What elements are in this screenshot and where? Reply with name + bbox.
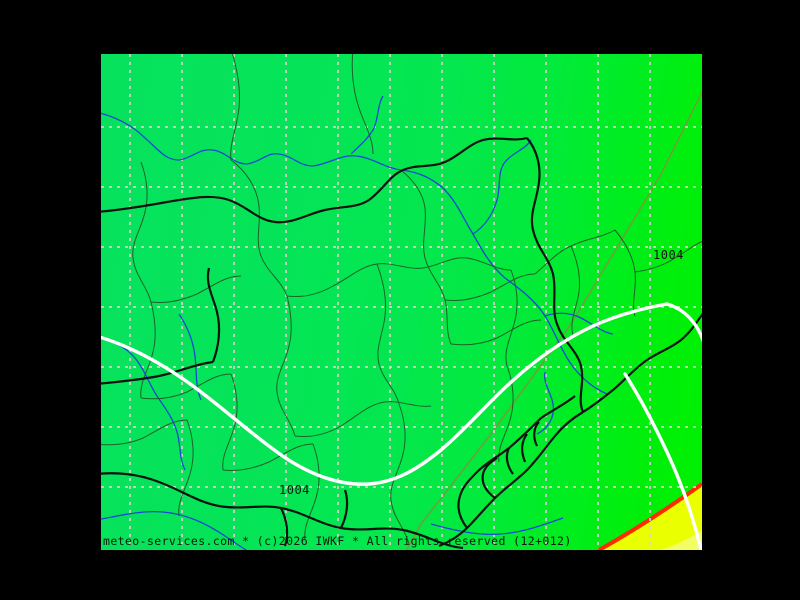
country-border-layer: [101, 136, 702, 550]
gridline-horizontal: [101, 186, 702, 188]
contour-label-1004-northeast: 1004: [653, 248, 684, 262]
gridline-vertical: [389, 54, 391, 550]
map-gridlines: [101, 54, 702, 550]
gridline-horizontal: [101, 246, 702, 248]
gridline-horizontal: [101, 486, 702, 488]
weather-map[interactable]: 1004 1004 meteo-services.com * (c)2026 I…: [101, 54, 702, 550]
isobar-1004: [101, 302, 702, 550]
river-layer: [101, 95, 614, 550]
gridline-vertical: [545, 54, 547, 550]
gridline-vertical: [181, 54, 183, 550]
gridline-vertical: [129, 54, 131, 550]
contour-label-1004-southwest: 1004: [279, 483, 310, 497]
pressure-fill-band: [101, 54, 702, 550]
gridline-vertical: [597, 54, 599, 550]
credit-text: meteo-services.com * (c)2026 IWKF * All …: [103, 534, 572, 548]
gridline-vertical: [233, 54, 235, 550]
gridline-vertical: [493, 54, 495, 550]
map-vector-overlay: [101, 54, 702, 550]
gridline-vertical: [649, 54, 651, 550]
admin-border-layer: [101, 54, 702, 545]
gridline-vertical: [337, 54, 339, 550]
gridline-horizontal: [101, 366, 702, 368]
secondary-contour: [405, 90, 702, 550]
gridline-vertical: [441, 54, 443, 550]
credit-bar: meteo-services.com * (c)2026 IWKF * All …: [101, 532, 702, 550]
pressure-fill-warm-corner: [598, 482, 702, 550]
gridline-horizontal: [101, 126, 702, 128]
gridline-horizontal: [101, 306, 702, 308]
gridline-horizontal: [101, 426, 702, 428]
gridline-vertical: [285, 54, 287, 550]
